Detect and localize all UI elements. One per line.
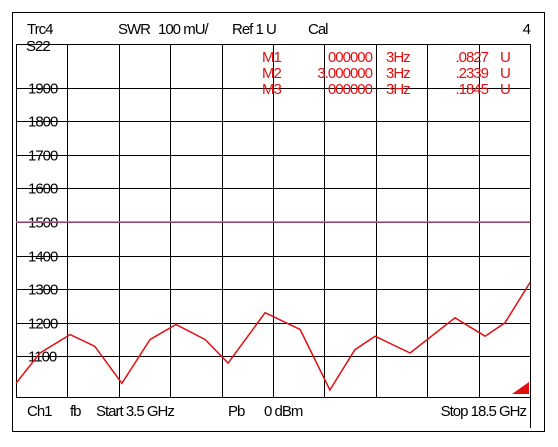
- y-tick-label: 1900: [28, 80, 58, 97]
- outer-frame: [12, 12, 545, 432]
- stop: Stop 18.5 GHz: [441, 403, 527, 420]
- marker-triangle: [512, 382, 529, 394]
- pb: Pb: [228, 403, 245, 420]
- y-tick-label: 1700: [28, 147, 58, 164]
- marker-frequency: 3.000000: [317, 65, 372, 82]
- marker-value: .1845: [455, 81, 488, 98]
- marker-value-unit: U: [500, 65, 510, 82]
- y-tick-label: 1200: [28, 315, 58, 332]
- marker-frequency: 000000: [328, 49, 373, 66]
- y-tick-label: 1100: [28, 348, 57, 365]
- ref: Ref 1 U: [232, 21, 276, 38]
- channel-number: 4: [523, 21, 531, 38]
- marker-name: M2: [262, 65, 281, 82]
- marker-unit: 3Hz: [386, 49, 410, 66]
- y-tick-label: 1500: [28, 214, 58, 231]
- y-tick-label: 1300: [28, 281, 58, 298]
- marker-name: M3: [262, 81, 281, 98]
- marker-name: M1: [262, 49, 281, 66]
- marker-value-unit: U: [500, 49, 510, 66]
- fb: fb: [70, 403, 81, 420]
- trace: [15, 282, 531, 392]
- trace-label: S22: [26, 38, 50, 55]
- channel: Ch1: [27, 403, 52, 420]
- marker-value: .2339: [455, 65, 488, 82]
- marker-unit: 3Hz: [386, 65, 410, 82]
- start: Start 3.5 GHz: [96, 403, 174, 420]
- marker-value: .0827: [455, 49, 488, 66]
- scale: 100 mU/: [158, 21, 210, 38]
- trace-name: Trc4: [27, 21, 53, 38]
- y-tick-label: 1600: [28, 180, 58, 197]
- power: 0 dBm: [264, 403, 303, 420]
- marker-value-unit: U: [500, 81, 510, 98]
- cal: Cal: [308, 21, 328, 38]
- marker-unit: 3Hz: [386, 81, 410, 98]
- y-tick-label: 1400: [28, 248, 58, 265]
- marker-frequency: 000000: [328, 81, 373, 98]
- format: SWR: [118, 21, 151, 38]
- y-tick-label: 1800: [28, 113, 58, 130]
